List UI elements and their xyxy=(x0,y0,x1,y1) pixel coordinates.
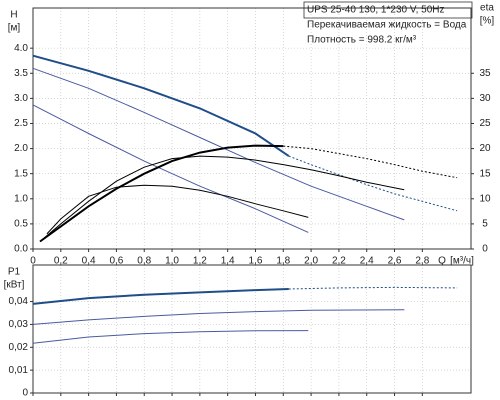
x-axis-label: Q xyxy=(438,256,446,267)
y2-axis-unit: [%] xyxy=(480,16,495,27)
y-axis-label: H xyxy=(10,10,17,21)
curve xyxy=(32,288,289,305)
curve xyxy=(32,330,309,344)
y2-tick-label: 35 xyxy=(479,68,491,79)
y2-tick-label: 20 xyxy=(479,143,491,154)
x-tick-label: 0,2 xyxy=(54,256,68,267)
y-tick-label: 0,01 xyxy=(9,365,29,376)
x-tick-label: 0 xyxy=(30,256,36,267)
y-tick-label: 0.0 xyxy=(14,244,28,255)
y-tick-label: 0.5 xyxy=(14,219,28,230)
y-axis-unit: [кВт] xyxy=(4,280,25,291)
y-axis-unit: [м] xyxy=(8,23,21,34)
x-tick-label: 1,8 xyxy=(276,256,290,267)
x-axis-unit: [м³/ч] xyxy=(450,256,474,267)
x-tick-label: 1,0 xyxy=(165,256,179,267)
curve xyxy=(32,54,290,157)
y-tick-label: 1.5 xyxy=(14,168,28,179)
y-tick-label: 0,03 xyxy=(9,319,29,330)
annotation: UPS 25-40 130, 1*230 V, 50Hz xyxy=(307,5,445,16)
y-tick-label: 4.0 xyxy=(14,43,28,54)
y2-tick-label: 30 xyxy=(479,93,491,104)
y2-tick-label: 0 xyxy=(482,244,488,255)
y2-tick-label: 10 xyxy=(479,193,491,204)
x-tick-label: 1,2 xyxy=(193,256,207,267)
x-tick-label: 2,6 xyxy=(388,256,402,267)
y-tick-label: 2.5 xyxy=(14,118,28,129)
curve xyxy=(288,286,458,290)
annotation: Перекачиваемая жидкость = Вода xyxy=(307,20,467,31)
x-tick-label: 2,8 xyxy=(415,256,429,267)
info-box xyxy=(303,1,473,19)
y2-axis-label: eta xyxy=(480,3,494,14)
curve xyxy=(288,155,458,212)
y-tick-label: 0 xyxy=(22,388,28,399)
curve xyxy=(32,104,309,233)
x-tick-label: 2,2 xyxy=(332,256,346,267)
curve xyxy=(32,309,405,325)
x-tick-label: 2,4 xyxy=(360,256,374,267)
y2-tick-label: 15 xyxy=(479,168,491,179)
plot-frame xyxy=(32,264,472,394)
x-tick-label: 2,0 xyxy=(304,256,318,267)
y-tick-label: 3.0 xyxy=(14,93,28,104)
y-tick-label: 3.5 xyxy=(14,68,28,79)
curve xyxy=(32,67,405,221)
annotation: Плотность = 998.2 кг/м³ xyxy=(307,35,417,46)
curve xyxy=(283,145,458,179)
curve xyxy=(39,144,284,243)
y-tick-label: 0,04 xyxy=(9,296,29,307)
y-tick-label: 0,02 xyxy=(9,342,29,353)
y-tick-label: 2.0 xyxy=(14,143,28,154)
x-tick-label: 0,8 xyxy=(137,256,151,267)
x-tick-label: 1,6 xyxy=(249,256,263,267)
plot-frame xyxy=(32,7,472,250)
curve xyxy=(46,184,309,235)
y2-tick-label: 5 xyxy=(482,219,488,230)
x-tick-label: 1,4 xyxy=(221,256,235,267)
y-tick-label: 1.0 xyxy=(14,193,28,204)
x-tick-label: 0,6 xyxy=(109,256,123,267)
y-axis-label: P1 xyxy=(8,267,21,278)
curve xyxy=(39,155,405,242)
y2-tick-label: 25 xyxy=(479,118,491,129)
x-tick-label: 0,4 xyxy=(82,256,96,267)
